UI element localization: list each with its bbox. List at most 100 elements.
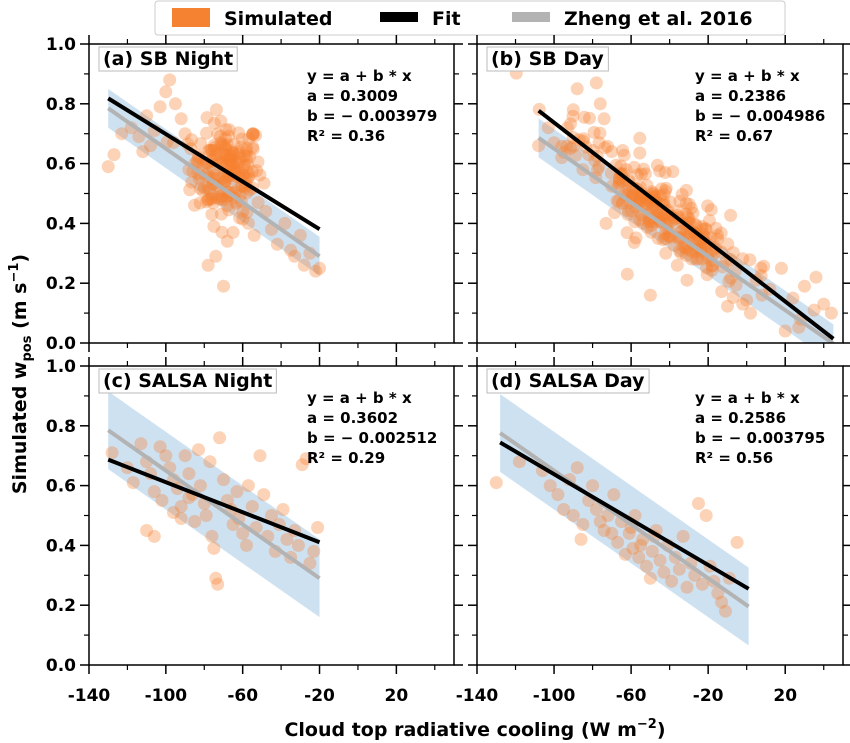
data-point	[203, 143, 217, 157]
data-point	[593, 97, 607, 111]
y-tick-label: 0.2	[46, 596, 76, 616]
data-point	[726, 290, 740, 304]
panel-title-box	[486, 46, 609, 72]
data-point	[188, 515, 202, 528]
data-point	[214, 137, 228, 151]
data-point	[207, 196, 221, 210]
data-point	[159, 85, 173, 99]
data-point	[215, 140, 229, 154]
data-point	[246, 127, 260, 141]
data-point	[705, 263, 719, 277]
fit-line	[107, 96, 321, 231]
data-point	[807, 303, 821, 317]
data-point	[655, 182, 668, 196]
data-point	[643, 571, 657, 585]
panel-title-text: (d) SALSA Day	[491, 370, 645, 392]
x-tick-label: 20	[773, 686, 797, 706]
y-tick-label: 0.8	[46, 95, 76, 115]
data-point	[240, 186, 254, 200]
scatter-points	[101, 73, 326, 293]
fit-equation: y = a + b * x a = 0.2386 b = − 0.004986 R² …	[695, 67, 825, 145]
data-point	[719, 604, 732, 618]
data-point	[614, 159, 628, 173]
data-point	[702, 214, 716, 228]
data-point	[218, 141, 232, 155]
legend-label: Zheng et al. 2016	[564, 8, 753, 30]
data-point	[246, 127, 260, 141]
equation-line: R² = 0.36	[307, 127, 385, 145]
data-point	[295, 458, 309, 472]
data-point	[673, 244, 686, 258]
data-point	[629, 231, 643, 245]
data-point	[226, 150, 240, 164]
data-point	[658, 227, 672, 241]
x-tick-label: -60	[616, 686, 647, 706]
y-tick-label: 0.4	[46, 536, 76, 556]
data-point	[627, 236, 641, 249]
data-point	[236, 204, 250, 218]
data-point	[685, 252, 699, 266]
data-point	[207, 144, 221, 158]
data-point	[598, 141, 612, 155]
equation-line: b = − 0.003979	[307, 107, 437, 125]
data-point	[711, 228, 724, 242]
data-point	[682, 197, 696, 211]
data-point	[223, 148, 237, 162]
data-point	[209, 249, 223, 263]
data-point	[618, 547, 632, 561]
data-point	[214, 114, 228, 128]
data-point	[205, 207, 219, 221]
data-point	[280, 532, 294, 546]
data-point	[241, 165, 255, 179]
data-point	[210, 191, 224, 205]
data-point	[185, 133, 199, 147]
data-point	[637, 162, 651, 176]
data-point	[241, 158, 255, 172]
data-point	[730, 535, 744, 549]
data-point	[196, 184, 210, 198]
equation-line: b = − 0.003795	[695, 429, 825, 447]
data-point	[200, 111, 214, 125]
data-point	[192, 443, 205, 457]
data-point	[631, 168, 644, 182]
data-point	[673, 194, 687, 208]
data-point	[774, 261, 788, 275]
data-point	[611, 535, 625, 549]
data-point	[205, 529, 219, 543]
data-point	[729, 278, 743, 292]
data-point	[203, 455, 217, 469]
y-axis-title-units-end: )	[9, 254, 31, 263]
panel-title-box	[98, 46, 238, 72]
data-point	[178, 449, 192, 463]
data-point	[214, 136, 228, 150]
data-point	[226, 146, 240, 160]
data-point	[225, 154, 239, 168]
data-point	[216, 171, 229, 185]
data-point	[174, 112, 188, 126]
data-point	[680, 580, 694, 594]
data-point	[237, 149, 251, 163]
y-axis-title: Simulated wpos (m s−1)	[7, 254, 35, 494]
data-point	[240, 149, 254, 163]
data-point	[704, 203, 718, 217]
data-point	[589, 76, 603, 90]
data-point	[242, 132, 256, 146]
data-point	[605, 526, 619, 540]
data-point	[204, 143, 218, 157]
data-point	[551, 488, 565, 502]
data-point	[633, 146, 647, 160]
data-point	[200, 126, 213, 140]
data-point	[215, 225, 229, 239]
data-point	[601, 139, 614, 153]
data-point	[153, 440, 167, 454]
y-axis-title-units: (m s	[9, 283, 31, 336]
data-point	[183, 183, 197, 197]
data-point	[692, 497, 705, 510]
data-point	[199, 509, 213, 522]
data-point	[225, 145, 239, 159]
plot-area	[509, 66, 838, 343]
legend-swatch	[512, 12, 550, 22]
data-point	[512, 455, 526, 469]
data-point	[245, 500, 259, 513]
